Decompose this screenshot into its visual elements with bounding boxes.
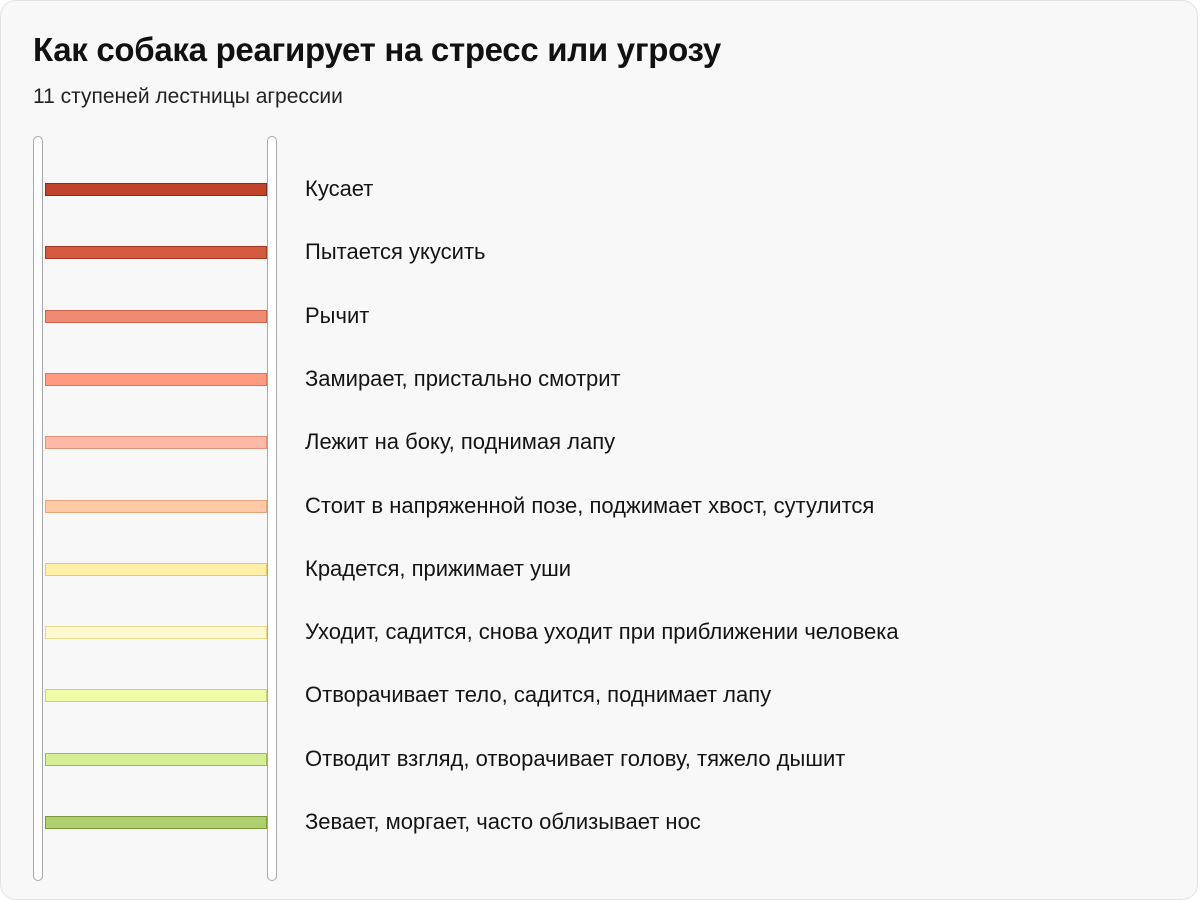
- ladder-step-label: Зевает, моргает, часто облизывает нос: [305, 809, 701, 834]
- ladder-rung: [45, 373, 267, 386]
- ladder-step-label: Пытается укусить: [305, 239, 486, 264]
- ladder-step-label: Уходит, садится, снова уходит при прибли…: [305, 619, 899, 644]
- ladder-step-label: Отводит взгляд, отворачивает голову, тяж…: [305, 746, 846, 771]
- ladder-rung: [45, 816, 267, 829]
- ladder-step-label: Крадется, прижимает уши: [305, 556, 572, 581]
- ladder-left-rail: [33, 136, 43, 881]
- ladder-rung: [45, 563, 267, 576]
- ladder-rung: [45, 753, 267, 766]
- ladder-rung: [45, 436, 267, 449]
- ladder-step-label: Рычит: [305, 303, 370, 328]
- ladder-rung: [45, 310, 267, 323]
- ladder-right-rail: [267, 136, 277, 881]
- ladder-rung: [45, 183, 267, 196]
- page-subtitle: 11 ступеней лестницы агрессии: [33, 85, 343, 108]
- ladder-step-label: Отворачивает тело, садится, поднимает ла…: [305, 682, 772, 707]
- ladder-step-label: Кусает: [305, 176, 374, 201]
- ladder-step-label: Замирает, пристально смотрит: [305, 366, 621, 391]
- page-title: Как собака реагирует на стресс или угроз…: [33, 31, 721, 68]
- ladder-step-label: Стоит в напряженной позе, поджимает хвос…: [305, 493, 875, 518]
- ladder-rung: [45, 500, 267, 513]
- ladder-rung: [45, 626, 267, 639]
- ladder-step-label: Лежит на боку, поднимая лапу: [305, 429, 616, 454]
- ladder-rung: [45, 689, 267, 702]
- ladder-rung: [45, 246, 267, 259]
